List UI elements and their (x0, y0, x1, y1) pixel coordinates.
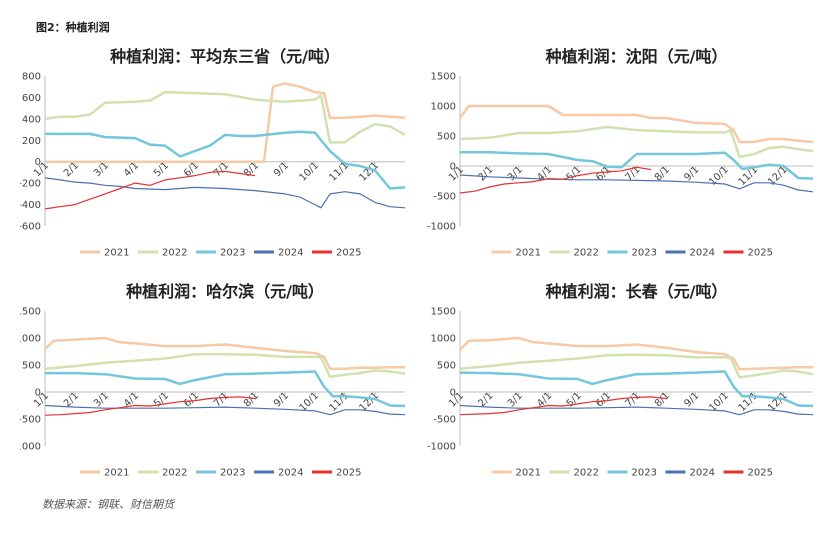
y-tick-label: 1500 (431, 307, 456, 318)
x-tick-label: 3/1 (92, 390, 111, 409)
y-tick-label: 1000 (20, 334, 41, 345)
x-tick-label: 9/1 (682, 164, 701, 183)
legend-label: 2025 (748, 468, 773, 479)
legend-label: 2022 (162, 248, 187, 259)
y-tick-label: -600 (20, 222, 41, 233)
chart-panel-dongsansheng: 种植利润：平均东三省（元/吨） -600 -400 -200 0 200 400 600 800… (20, 40, 420, 270)
y-tick-label: -500 (20, 415, 41, 426)
legend-label: 2024 (278, 468, 303, 479)
series-line-2025 (44, 396, 256, 416)
x-tick-label: 9/1 (272, 390, 291, 409)
y-tick-label: 1500 (431, 72, 456, 83)
legend-label: 2022 (574, 468, 599, 479)
series-line-2023 (45, 130, 406, 190)
chart-panel-shenyang: 种植利润：沈阳（元/吨） -1000 -500 0 500 1000 1500 1/1 2/1 3… (415, 40, 825, 270)
x-tick-label: 9/1 (682, 390, 701, 409)
legend-label: 2023 (220, 468, 245, 479)
y-tick-label: 800 (22, 72, 41, 83)
series-line-2025 (44, 170, 256, 210)
series-line-2021 (45, 82, 406, 163)
series-line-2021 (459, 336, 813, 371)
series-line-2023 (460, 150, 814, 180)
legend-label: 2022 (574, 248, 599, 259)
x-tick-label: 8/1 (242, 390, 261, 409)
series-line-2022 (459, 353, 814, 379)
x-tick-label: 8/1 (653, 390, 672, 409)
source-note: 数据来源：钢联、财信期货 (42, 498, 174, 511)
series-line-2023 (45, 370, 406, 408)
legend-label: 2021 (104, 468, 129, 479)
legend-label: 2023 (632, 468, 657, 479)
chart-title: 种植利润：长春（元/吨） (545, 282, 728, 301)
y-tick-label: -1000 (20, 442, 41, 453)
legend-label: 2022 (162, 468, 187, 479)
y-tick-label: 500 (437, 361, 456, 372)
y-tick-label: 500 (22, 361, 41, 372)
y-tick-label: 1500 (20, 307, 41, 318)
y-tick-label: 1000 (431, 334, 456, 345)
x-tick-label: 2/1 (476, 164, 495, 183)
x-tick-label: 5/1 (565, 390, 584, 409)
y-tick-label: 200 (22, 136, 41, 147)
chart-title: 种植利润：平均东三省（元/吨） (109, 47, 340, 66)
x-tick-label: 3/1 (506, 164, 525, 183)
series-line-2021 (44, 336, 405, 371)
series-line-2024 (44, 177, 406, 209)
chart-haerbin: 种植利润：哈尔滨（元/吨）-1000-5000500100015001/12/1… (20, 282, 406, 479)
series-line-2022 (44, 352, 406, 379)
y-tick-label: 600 (22, 93, 41, 104)
x-tick-label: 5/1 (152, 390, 171, 409)
x-tick-label: 5/1 (565, 164, 584, 183)
legend-label: 2021 (516, 248, 541, 259)
chart-title: 种植利润：哈尔滨（元/吨） (125, 282, 324, 301)
series-line-2025 (459, 166, 652, 194)
y-tick-label: 0 (450, 388, 456, 399)
chart-panel-changchun: 种植利润：长春（元/吨） -1000 -500 0 500 1000 1500 1/1 2/1 3… (415, 275, 825, 490)
y-tick-label: -1000 (427, 222, 456, 233)
legend-label: 2025 (748, 248, 773, 259)
legend-label: 2023 (220, 248, 245, 259)
legend-label: 2024 (690, 248, 715, 259)
y-tick-label: -500 (433, 192, 456, 203)
y-tick-label: -400 (20, 200, 41, 211)
y-tick-label: 0 (450, 162, 456, 173)
x-tick-label: 9/1 (272, 160, 291, 179)
y-tick-label: 500 (437, 132, 456, 143)
y-tick-label: -500 (433, 415, 456, 426)
series-line-2022 (459, 125, 814, 159)
legend-label: 2025 (336, 248, 361, 259)
series-line-2021 (458, 104, 814, 144)
series-line-2025 (459, 396, 666, 416)
y-tick-label: 0 (35, 388, 41, 399)
legend-label: 2025 (336, 468, 361, 479)
y-tick-label: -1000 (427, 442, 456, 453)
legend-label: 2023 (632, 248, 657, 259)
legend-label: 2021 (516, 468, 541, 479)
series-line-2023 (459, 370, 814, 408)
series-line-2022 (44, 90, 406, 144)
legend-label: 2024 (278, 248, 303, 259)
y-tick-label: 1000 (431, 102, 456, 113)
chart-panel-haerbin: 种植利润：哈尔滨（元/吨）-1000-5000500100015001/12/1… (20, 275, 420, 490)
chart-dongsansheng: 种植利润：平均东三省（元/吨） -600 -400 -200 0 200 400 600 800… (20, 47, 406, 259)
chart-title: 种植利润：沈阳（元/吨） (545, 47, 728, 66)
series-line-2024 (459, 174, 814, 193)
y-tick-label: 400 (22, 114, 41, 125)
y-tick-label: -200 (20, 179, 41, 190)
figure-caption: 图2：种植利润 (36, 21, 110, 34)
y-tick-label: 0 (35, 157, 41, 168)
legend-label: 2021 (104, 248, 129, 259)
x-tick-label: 10/1 (297, 160, 321, 184)
x-tick-label: 3/1 (506, 390, 525, 409)
legend-label: 2024 (690, 468, 715, 479)
